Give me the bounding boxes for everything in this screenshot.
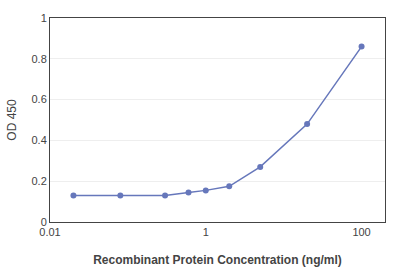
svg-text:0.4: 0.4 [32,134,47,146]
svg-text:0.6: 0.6 [32,93,47,105]
svg-text:Recombinant Protein Concentrat: Recombinant Protein Concentration (ng/ml… [93,253,342,267]
svg-text:1: 1 [203,226,209,238]
svg-text:0.8: 0.8 [32,53,47,65]
svg-text:0: 0 [41,216,47,228]
svg-text:1: 1 [41,12,47,24]
svg-text:0.01: 0.01 [39,226,60,238]
svg-text:OD 450: OD 450 [5,99,19,141]
svg-text:100: 100 [352,226,370,238]
svg-text:0.2: 0.2 [32,175,47,187]
